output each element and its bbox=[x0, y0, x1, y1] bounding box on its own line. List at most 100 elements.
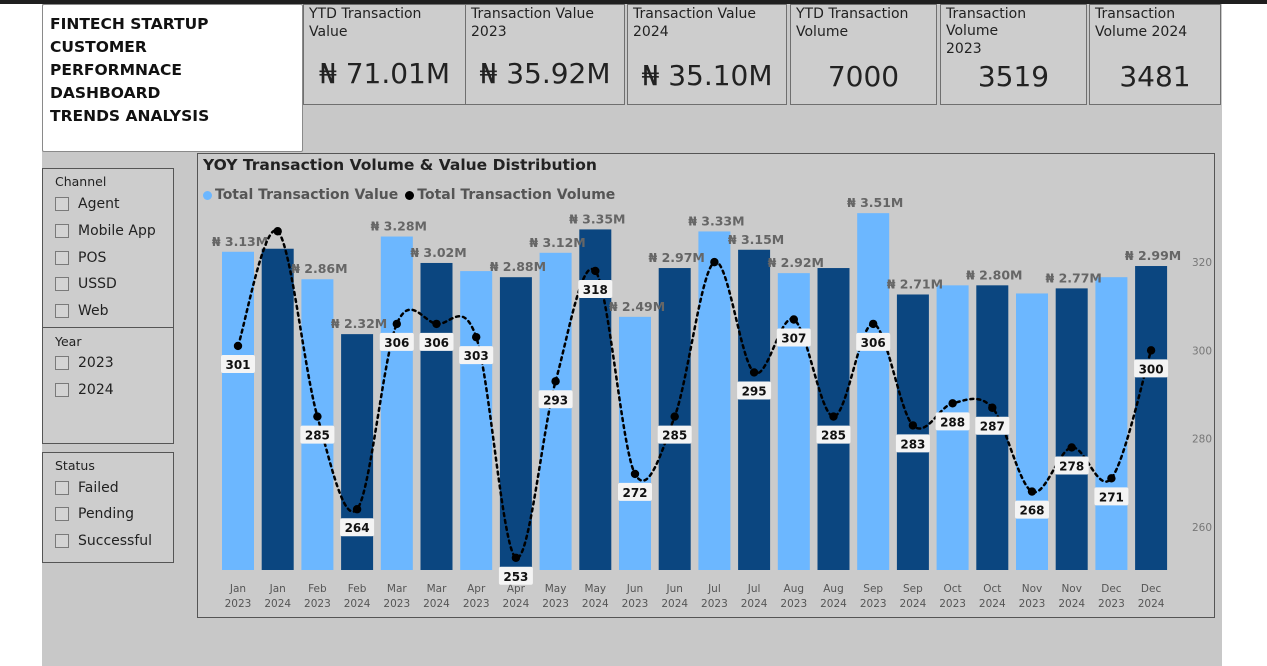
value-bar bbox=[738, 249, 771, 570]
volume-data-label: 271 bbox=[1099, 490, 1124, 504]
value-data-label: ₦ 3.35M bbox=[569, 211, 625, 226]
kpi-value: 3481 bbox=[1119, 60, 1191, 93]
volume-label-box bbox=[935, 412, 970, 431]
volume-label-box bbox=[856, 332, 891, 351]
volume-point bbox=[313, 412, 322, 421]
kpi-card-ytd-transaction-volume[interactable]: YTD Transaction Volume 7000 bbox=[790, 4, 937, 105]
slicer-option-2023[interactable]: 2023 bbox=[55, 355, 114, 371]
legend-item-volume[interactable]: Total Transaction Volume bbox=[405, 187, 615, 203]
x-tick-label: 2024 bbox=[582, 598, 609, 610]
slicer-option-pending[interactable]: Pending bbox=[55, 506, 134, 522]
checkbox[interactable] bbox=[55, 251, 69, 265]
option-label: 2023 bbox=[78, 355, 114, 371]
volume-label-box bbox=[1054, 456, 1089, 475]
checkbox[interactable] bbox=[55, 481, 69, 495]
slicer-option-mobile-app[interactable]: Mobile App bbox=[55, 223, 156, 239]
kpi-label: 2023 bbox=[471, 24, 507, 40]
kpi-value: 3519 bbox=[977, 60, 1050, 93]
slicer-option-2024[interactable]: 2024 bbox=[55, 382, 114, 398]
value-bar bbox=[1135, 266, 1168, 570]
volume-data-label: 301 bbox=[225, 358, 250, 372]
volume-point bbox=[710, 257, 719, 267]
kpi-label: 2024 bbox=[633, 24, 669, 40]
kpi-label: Transaction Volume bbox=[946, 6, 1027, 39]
option-label: Agent bbox=[78, 196, 120, 212]
volume-data-label: 272 bbox=[622, 486, 647, 500]
volume-point bbox=[233, 341, 243, 351]
slicer-option-successful[interactable]: Successful bbox=[55, 533, 152, 549]
legend-item-value[interactable]: Total Transaction Value bbox=[203, 187, 398, 203]
checkbox[interactable] bbox=[55, 356, 69, 370]
yoy-combo-chart[interactable]: YOY Transaction Volume & Value Distribut… bbox=[197, 153, 1215, 618]
volume-data-label: 264 bbox=[345, 521, 370, 535]
x-tick-label: 2023 bbox=[1098, 598, 1125, 610]
option-label: Web bbox=[78, 303, 109, 319]
kpi-card-transaction-value-2024[interactable]: Transaction Value 2024 ₦ 35.10M bbox=[627, 4, 787, 105]
x-tick-label: Jun bbox=[626, 583, 643, 595]
checkbox[interactable] bbox=[55, 224, 69, 238]
x-tick-label: 2024 bbox=[661, 598, 688, 610]
x-tick-label: Nov bbox=[1022, 583, 1043, 595]
slicer-option-ussd[interactable]: USSD bbox=[55, 276, 117, 292]
x-tick-label: Aug bbox=[784, 583, 805, 595]
volume-label-box bbox=[1094, 487, 1129, 506]
checkbox[interactable] bbox=[55, 197, 69, 211]
volume-label-box bbox=[419, 332, 454, 351]
checkbox[interactable] bbox=[55, 277, 69, 291]
kpi-card-transaction-value-2023[interactable]: Transaction Value 2023 ₦ 35.92M bbox=[465, 4, 625, 105]
value-bar bbox=[698, 231, 731, 570]
value-data-label: ₦ 2.88M bbox=[490, 259, 546, 274]
slicer-header: Status bbox=[55, 458, 95, 473]
kpi-card-transaction-volume-2024[interactable]: Transaction Volume 2024 3481 bbox=[1089, 4, 1221, 105]
slicer-option-pos[interactable]: POS bbox=[55, 250, 106, 266]
x-tick-label: 2023 bbox=[860, 598, 887, 610]
kpi-card-ytd-transaction-value[interactable]: YTD Transaction Value ₦ 71.01M bbox=[303, 4, 466, 105]
checkbox[interactable] bbox=[55, 534, 69, 548]
dashboard-title-card: FINTECH STARTUP CUSTOMER PERFORMNACE DAS… bbox=[42, 4, 303, 152]
y2-tick-label: 260 bbox=[1192, 522, 1212, 534]
value-data-label: ₦ 3.12M bbox=[529, 235, 585, 250]
x-tick-label: Apr bbox=[507, 583, 526, 595]
volume-point bbox=[1027, 487, 1037, 496]
x-tick-label: 2023 bbox=[542, 598, 569, 610]
slicer-option-agent[interactable]: Agent bbox=[55, 196, 119, 212]
x-tick-label: 2024 bbox=[423, 598, 450, 610]
volume-data-label: 253 bbox=[503, 570, 528, 584]
legend-swatch bbox=[405, 190, 415, 200]
kpi-value: ₦ 35.10M bbox=[641, 59, 773, 92]
value-data-label: ₦ 2.32M bbox=[331, 316, 387, 331]
option-label: Failed bbox=[78, 480, 119, 496]
title-line: FINTECH STARTUP bbox=[50, 15, 209, 33]
checkbox[interactable] bbox=[55, 383, 69, 397]
x-tick-label: Sep bbox=[863, 583, 883, 595]
kpi-label: 2023 bbox=[946, 41, 982, 57]
value-bar bbox=[301, 279, 334, 570]
value-data-label: ₦ 2.71M bbox=[887, 276, 943, 291]
volume-data-label: 268 bbox=[1019, 504, 1044, 518]
value-bar bbox=[1095, 277, 1128, 570]
x-tick-label: 2023 bbox=[780, 598, 807, 610]
x-tick-label: Jun bbox=[665, 583, 682, 595]
volume-point bbox=[551, 377, 560, 386]
volume-point bbox=[1146, 346, 1156, 355]
volume-point bbox=[352, 505, 362, 514]
x-tick-label: 2023 bbox=[463, 598, 490, 610]
kpi-card-transaction-volume-2023[interactable]: Transaction Volume 2023 3519 bbox=[940, 4, 1087, 105]
slicer-option-failed[interactable]: Failed bbox=[55, 480, 119, 496]
volume-point bbox=[829, 412, 838, 421]
x-tick-label: Jul bbox=[707, 583, 721, 595]
checkbox[interactable] bbox=[55, 507, 69, 521]
year-slicer: Year 2023 2024 bbox=[42, 327, 174, 444]
slicer-option-web[interactable]: Web bbox=[55, 303, 109, 319]
value-bar bbox=[1055, 288, 1088, 570]
checkbox[interactable] bbox=[55, 304, 69, 318]
volume-label-box bbox=[657, 425, 692, 444]
volume-point bbox=[869, 319, 878, 329]
volume-point bbox=[789, 315, 798, 324]
volume-label-box bbox=[975, 416, 1010, 435]
volume-point bbox=[273, 227, 282, 236]
volume-data-label: 287 bbox=[980, 420, 1005, 434]
x-tick-label: 2024 bbox=[344, 598, 371, 610]
value-bar bbox=[539, 252, 572, 571]
title-line: CUSTOMER bbox=[50, 38, 147, 56]
